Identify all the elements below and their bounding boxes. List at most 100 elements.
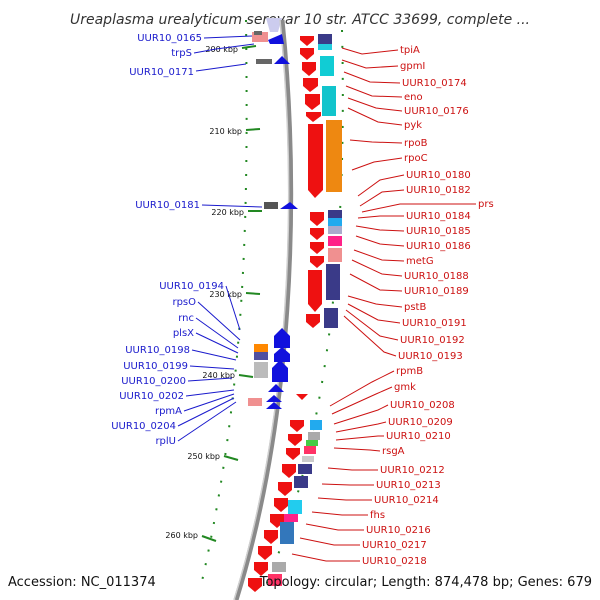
leader-line: [353, 249, 405, 262]
leader-line: [343, 315, 397, 357]
gene-label[interactable]: rsgA: [382, 446, 405, 457]
leader-line: [189, 365, 235, 370]
gene-label[interactable]: UUR10_0174: [402, 78, 467, 89]
gene-label[interactable]: UUR10_0165: [137, 33, 202, 44]
gene-label[interactable]: tpiA: [400, 45, 420, 56]
leader-line: [333, 447, 381, 452]
gene-label[interactable]: UUR10_0181: [135, 200, 200, 211]
gene-feature: [264, 202, 278, 209]
leader-line: [195, 332, 239, 354]
category-blocks: [268, 34, 342, 586]
gene-label[interactable]: UUR10_0199: [123, 361, 188, 372]
gene-label[interactable]: UUR10_0198: [125, 345, 190, 356]
category-block: [280, 522, 294, 544]
gene-label[interactable]: UUR10_0176: [404, 106, 469, 117]
gene-label[interactable]: UUR10_0191: [402, 318, 467, 329]
gene-label[interactable]: pstB: [404, 302, 426, 313]
reverse-genes: [248, 31, 298, 409]
forward-gene-arrow: [258, 546, 272, 560]
gene-label[interactable]: rplU: [155, 436, 176, 447]
gene-label[interactable]: rpmB: [396, 366, 423, 377]
leader-line: [361, 203, 476, 213]
gene-feature: [254, 31, 262, 35]
gene-label[interactable]: UUR10_0200: [121, 376, 186, 387]
gene-label[interactable]: trpS: [171, 48, 192, 59]
category-block: [328, 210, 342, 218]
gene-label[interactable]: UUR10_0184: [406, 211, 471, 222]
leader-line: [357, 215, 404, 219]
leader-line: [355, 225, 405, 232]
gene-label[interactable]: prs: [478, 199, 494, 210]
gene-label[interactable]: pyk: [404, 120, 422, 131]
gene-label[interactable]: UUR10_0180: [406, 170, 471, 181]
top-overlay-mark: [266, 18, 282, 32]
gene-label[interactable]: UUR10_0212: [380, 465, 445, 476]
gene-label[interactable]: UUR10_0188: [404, 271, 469, 282]
gene-label[interactable]: UUR10_0204: [111, 421, 176, 432]
gene-label[interactable]: metG: [406, 256, 434, 267]
reverse-gene-arrow: [268, 34, 284, 44]
forward-gene-arrow: [274, 498, 288, 512]
leader-line: [359, 189, 405, 207]
gene-feature: [252, 32, 268, 42]
gene-label[interactable]: fhs: [370, 510, 385, 521]
gene-label[interactable]: UUR10_0194: [159, 281, 224, 292]
category-block: [324, 308, 338, 328]
gene-label[interactable]: gpmI: [400, 61, 425, 72]
tick-label: 210 kbp: [209, 127, 242, 136]
gene-label[interactable]: UUR10_0185: [406, 226, 471, 237]
gene-label[interactable]: eno: [404, 92, 423, 103]
gene-label[interactable]: UUR10_0202: [119, 391, 184, 402]
leader-line: [187, 377, 233, 382]
gene-label[interactable]: UUR10_0192: [400, 335, 465, 346]
gene-label[interactable]: UUR10_0182: [406, 185, 471, 196]
tick-label: 220 kbp: [211, 208, 244, 217]
category-block: [328, 226, 342, 234]
gene-label[interactable]: UUR10_0213: [376, 480, 441, 491]
category-block: [302, 456, 314, 462]
gene-label[interactable]: rpsO: [172, 297, 196, 308]
gene-label[interactable]: UUR10_0218: [362, 556, 427, 567]
gene-label[interactable]: rpoC: [404, 153, 428, 164]
gene-label[interactable]: UUR10_0193: [398, 351, 463, 362]
tick-label: 260 kbp: [165, 531, 198, 540]
gene-label[interactable]: plsX: [173, 328, 194, 339]
leader-line: [191, 349, 237, 361]
gene-label[interactable]: UUR10_0209: [388, 417, 453, 428]
category-block: [318, 34, 332, 44]
tick-label: 240 kbp: [202, 371, 235, 380]
leader-line: [341, 47, 399, 55]
gene-label[interactable]: gmk: [394, 382, 416, 393]
category-block: [272, 562, 286, 572]
gene-label[interactable]: UUR10_0189: [404, 286, 469, 297]
leader-line: [349, 139, 403, 144]
tick-label: 230 kbp: [209, 290, 242, 299]
genome-backbone: [233, 19, 294, 600]
gene-label[interactable]: UUR10_0216: [366, 525, 431, 536]
leader-line: [177, 401, 237, 442]
category-block: [304, 446, 316, 454]
category-block: [322, 86, 336, 116]
gene-label[interactable]: rpoB: [404, 138, 428, 149]
gene-label[interactable]: UUR10_0210: [386, 431, 451, 442]
gene-label[interactable]: rpmA: [155, 406, 182, 417]
reverse-gene-arrow: [280, 202, 298, 209]
category-block: [306, 440, 318, 446]
summary-text: Topology: circular; Length: 874,478 bp; …: [259, 575, 592, 590]
gene-label[interactable]: UUR10_0214: [374, 495, 439, 506]
forward-gene-arrow: [278, 482, 292, 496]
gene-label[interactable]: UUR10_0217: [362, 540, 427, 551]
leader-line: [345, 309, 399, 341]
gene-label[interactable]: UUR10_0171: [129, 67, 194, 78]
category-block: [320, 56, 334, 76]
gene-label[interactable]: UUR10_0186: [406, 241, 471, 252]
gene-label[interactable]: rnc: [178, 313, 194, 324]
genome-backbone-highlight: [233, 19, 290, 600]
gene-feature: [254, 344, 268, 352]
forward-gene-arrow: [296, 394, 308, 400]
category-block: [326, 120, 342, 192]
outer-ruler: [199, 19, 248, 591]
forward-gene-arrow: [310, 242, 324, 254]
gene-label[interactable]: UUR10_0208: [390, 400, 455, 411]
leader-line: [201, 204, 263, 208]
